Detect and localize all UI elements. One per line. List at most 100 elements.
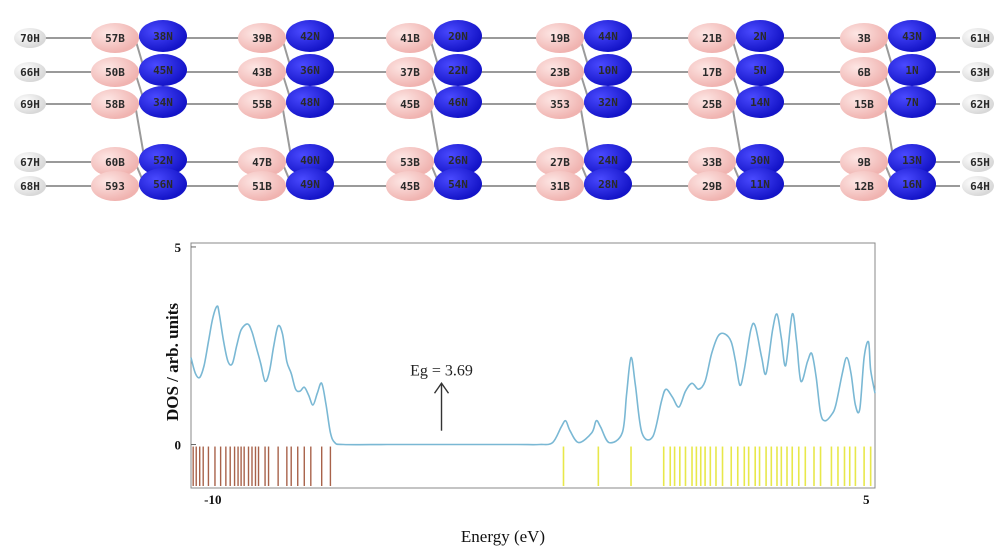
atom-label: 60B bbox=[105, 156, 125, 169]
nitrogen-atom: 13N bbox=[888, 144, 936, 176]
boron-atom: 51B bbox=[238, 171, 286, 201]
atom-label: 45B bbox=[400, 180, 420, 193]
atom-label: 47B bbox=[252, 156, 272, 169]
atom-label: 17B bbox=[702, 66, 722, 79]
hydrogen-atom: 61H bbox=[962, 28, 994, 48]
nitrogen-atom: 5N bbox=[736, 54, 784, 86]
nitrogen-atom: 2N bbox=[736, 20, 784, 52]
atom-label: 27B bbox=[550, 156, 570, 169]
atom-label: 45N bbox=[153, 64, 173, 77]
hydrogen-atom: 68H bbox=[14, 176, 46, 196]
nitrogen-atom: 48N bbox=[286, 86, 334, 118]
boron-atom: 21B bbox=[688, 23, 736, 53]
atom-label: 40N bbox=[300, 154, 320, 167]
nitrogen-atom: 54N bbox=[434, 168, 482, 200]
atom-label: 56N bbox=[153, 178, 173, 191]
nitrogen-atom: 1N bbox=[888, 54, 936, 86]
atom-label: 49N bbox=[300, 178, 320, 191]
boron-atom: 15B bbox=[840, 89, 888, 119]
atom-label: 42N bbox=[300, 30, 320, 43]
atom-label: 26N bbox=[448, 154, 468, 167]
atom-label: 43N bbox=[902, 30, 922, 43]
y-tick-label: 0 bbox=[175, 438, 182, 453]
x-axis-label: Energy (eV) bbox=[460, 527, 546, 546]
nitrogen-atom: 7N bbox=[888, 86, 936, 118]
boron-atom: 47B bbox=[238, 147, 286, 177]
atom-label: 1N bbox=[905, 64, 918, 77]
boron-atom: 45B bbox=[386, 171, 434, 201]
bn-nanoribbon-structure: 70H 61H 57B 38N 39B 42N 41B 20N 19B 44N 21B 2N 3B 43N… bbox=[14, 20, 994, 201]
arrow-head bbox=[433, 382, 450, 394]
y-tick-label: 5 bbox=[175, 240, 182, 255]
atom-label: 44N bbox=[598, 30, 618, 43]
energy-level-ticks bbox=[192, 446, 872, 486]
nitrogen-atom: 45N bbox=[139, 54, 187, 86]
nitrogen-atom: 52N bbox=[139, 144, 187, 176]
atom-label: 48N bbox=[300, 96, 320, 109]
hydrogen-atom: 64H bbox=[962, 176, 994, 196]
band-gap-annotation: Eg = 3.69 bbox=[410, 362, 473, 379]
atom-label: 61H bbox=[970, 32, 990, 45]
boron-atom: 9B bbox=[840, 147, 888, 177]
atom-label: 22N bbox=[448, 64, 468, 77]
atom-label: 33B bbox=[702, 156, 722, 169]
boron-atom: 39B bbox=[238, 23, 286, 53]
atom-label: 13N bbox=[902, 154, 922, 167]
y-axis-label: DOS / arb. units bbox=[163, 303, 182, 421]
nitrogen-atom: 42N bbox=[286, 20, 334, 52]
hydrogen-atom: 66H bbox=[14, 62, 46, 82]
boron-atom: 17B bbox=[688, 57, 736, 87]
band-gap-arrow bbox=[433, 382, 450, 431]
atom-label: 37B bbox=[400, 66, 420, 79]
atom-label: 51B bbox=[252, 180, 272, 193]
atom-label: 63H bbox=[970, 66, 990, 79]
atom-label: 3B bbox=[857, 32, 871, 45]
boron-atom: 43B bbox=[238, 57, 286, 87]
atom-label: 64H bbox=[970, 180, 990, 193]
atom-label: 69H bbox=[20, 98, 40, 111]
nitrogen-atom: 44N bbox=[584, 20, 632, 52]
nitrogen-atom: 22N bbox=[434, 54, 482, 86]
boron-atom: 3B bbox=[840, 23, 888, 53]
atom-label: 65H bbox=[970, 156, 990, 169]
hydrogen-atom: 65H bbox=[962, 152, 994, 172]
x-tick-label: 5 bbox=[863, 492, 870, 507]
atom-label: 29B bbox=[702, 180, 722, 193]
boron-atom: 33B bbox=[688, 147, 736, 177]
boron-atom: 58B bbox=[91, 89, 139, 119]
boron-atom: 41B bbox=[386, 23, 434, 53]
boron-atom: 53B bbox=[386, 147, 434, 177]
nitrogen-atom: 10N bbox=[584, 54, 632, 86]
nitrogen-atom: 30N bbox=[736, 144, 784, 176]
atom-label: 353 bbox=[550, 98, 570, 111]
boron-atom: 27B bbox=[536, 147, 584, 177]
nitrogen-atom: 16N bbox=[888, 168, 936, 200]
atom-label: 15B bbox=[854, 98, 874, 111]
atom-label: 70H bbox=[20, 32, 40, 45]
atom-label: 6B bbox=[857, 66, 871, 79]
nitrogen-atom: 43N bbox=[888, 20, 936, 52]
boron-atom: 23B bbox=[536, 57, 584, 87]
boron-atom: 55B bbox=[238, 89, 286, 119]
nitrogen-atom: 56N bbox=[139, 168, 187, 200]
boron-atom: 25B bbox=[688, 89, 736, 119]
x-tick-label: -10 bbox=[204, 492, 221, 507]
atom-label: 67H bbox=[20, 156, 40, 169]
nitrogen-atom: 24N bbox=[584, 144, 632, 176]
atom-label: 52N bbox=[153, 154, 173, 167]
atom-label: 32N bbox=[598, 96, 618, 109]
plot-frame bbox=[190, 242, 876, 489]
molecule-atoms: 70H 61H 57B 38N 39B 42N 41B 20N 19B 44N 21B 2N 3B 43N… bbox=[14, 20, 994, 201]
nitrogen-atom: 40N bbox=[286, 144, 334, 176]
atom-label: 21B bbox=[702, 32, 722, 45]
atom-label: 25B bbox=[702, 98, 722, 111]
nitrogen-atom: 38N bbox=[139, 20, 187, 52]
atom-label: 30N bbox=[750, 154, 770, 167]
atom-label: 57B bbox=[105, 32, 125, 45]
axis-tick-labels: 0 5 -10 5 bbox=[175, 240, 871, 507]
hydrogen-atom: 67H bbox=[14, 152, 46, 172]
atom-label: 45B bbox=[400, 98, 420, 111]
atom-label: 53B bbox=[400, 156, 420, 169]
boron-atom: 31B bbox=[536, 171, 584, 201]
dos-chart: 0 5 -10 5 DOS / arb. units Eg = 3.69 bbox=[163, 240, 876, 507]
